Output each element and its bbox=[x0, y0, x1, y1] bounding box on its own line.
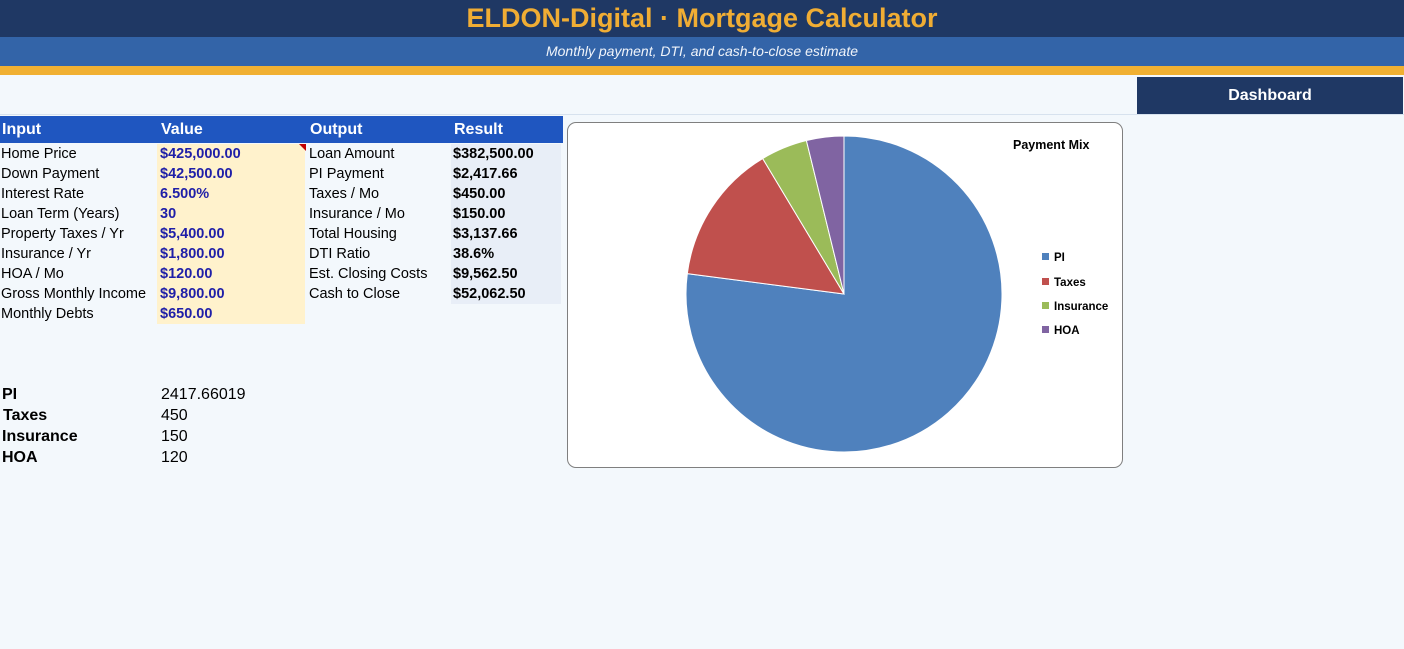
input-monthly-debts[interactable]: $650.00 bbox=[157, 304, 305, 324]
mix-value-pi[interactable]: 2417.66019 bbox=[161, 386, 246, 403]
legend-item-hoa: HOA bbox=[1042, 323, 1080, 339]
mix-label-insurance: Insurance bbox=[2, 428, 78, 445]
output-cash-to-close: $52,062.50 bbox=[451, 284, 561, 304]
legend-swatch-hoa bbox=[1042, 326, 1049, 333]
input-label-property-taxes: Property Taxes / Yr bbox=[1, 226, 124, 242]
value-header: Value bbox=[160, 116, 309, 143]
output-label-total-housing: Total Housing bbox=[309, 226, 397, 242]
gold-divider bbox=[0, 66, 1404, 75]
mix-label-taxes: Taxes bbox=[3, 407, 48, 424]
input-loan-term[interactable]: 30 bbox=[157, 204, 305, 224]
output-loan-amount: $382,500.00 bbox=[451, 144, 561, 164]
mix-label-hoa: HOA bbox=[2, 449, 38, 466]
input-label-down-payment: Down Payment bbox=[1, 166, 100, 182]
output-closing-costs: $9,562.50 bbox=[451, 264, 561, 284]
result-header: Result bbox=[453, 116, 563, 143]
input-insurance[interactable]: $1,800.00 bbox=[157, 244, 305, 264]
output-label-taxes-mo: Taxes / Mo bbox=[309, 186, 380, 202]
mix-value-hoa[interactable]: 120 bbox=[161, 449, 188, 466]
legend-swatch-taxes bbox=[1042, 278, 1049, 285]
legend-item-taxes: Taxes bbox=[1042, 275, 1086, 291]
input-label-monthly-debts: Monthly Debts bbox=[1, 306, 94, 322]
output-pi-payment: $2,417.66 bbox=[451, 164, 561, 184]
legend-swatch-insurance bbox=[1042, 302, 1049, 309]
legend-swatch-pi bbox=[1042, 253, 1049, 260]
legend-label-insurance: Insurance bbox=[1054, 301, 1109, 313]
mix-label-pi: PI bbox=[2, 386, 18, 403]
legend-label-pi: PI bbox=[1054, 252, 1065, 264]
legend-item-insurance: Insurance bbox=[1042, 299, 1108, 315]
output-label-insurance-mo: Insurance / Mo bbox=[309, 206, 405, 222]
input-label-insurance: Insurance / Yr bbox=[1, 246, 92, 262]
input-gross-income[interactable]: $9,800.00 bbox=[157, 284, 305, 304]
output-dti-ratio: 38.6% bbox=[451, 244, 561, 264]
output-label-pi-payment: PI Payment bbox=[309, 166, 384, 182]
output-insurance-mo: $150.00 bbox=[451, 204, 561, 224]
output-total-housing: $3,137.66 bbox=[451, 224, 561, 244]
output-taxes-mo: $450.00 bbox=[451, 184, 561, 204]
output-header: Output bbox=[309, 116, 453, 143]
cell-comment-indicator[interactable] bbox=[299, 144, 306, 151]
input-label-gross-income: Gross Monthly Income bbox=[1, 286, 147, 302]
dashboard-button[interactable]: Dashboard bbox=[1137, 77, 1403, 114]
output-label-cash-to-close: Cash to Close bbox=[309, 286, 401, 302]
input-label-hoa: HOA / Mo bbox=[1, 266, 64, 282]
legend-item-pi: PI bbox=[1042, 250, 1065, 266]
output-label-closing-costs: Est. Closing Costs bbox=[309, 266, 428, 282]
pie-slice-taxes[interactable] bbox=[686, 157, 845, 295]
input-hoa[interactable]: $120.00 bbox=[157, 264, 305, 284]
legend-label-taxes: Taxes bbox=[1054, 277, 1086, 289]
mix-value-taxes[interactable]: 450 bbox=[161, 407, 188, 424]
input-label-interest-rate: Interest Rate bbox=[1, 186, 85, 202]
input-property-taxes[interactable]: $5,400.00 bbox=[157, 224, 305, 244]
app-subtitle: Monthly payment, DTI, and cash-to-close … bbox=[0, 37, 1404, 66]
output-label-loan-amount: Loan Amount bbox=[309, 146, 395, 162]
sheet-gridline bbox=[0, 114, 1404, 115]
chart-title: Payment Mix bbox=[1013, 138, 1090, 152]
output-label-dti-ratio: DTI Ratio bbox=[309, 246, 371, 262]
mix-value-insurance[interactable]: 150 bbox=[161, 428, 188, 445]
input-interest-rate[interactable]: 6.500% bbox=[157, 184, 305, 204]
pie-slice-hoa[interactable] bbox=[805, 135, 845, 295]
input-label-home-price: Home Price bbox=[1, 146, 77, 162]
input-home-price[interactable]: $425,000.00 bbox=[157, 144, 305, 164]
input-header: Input bbox=[0, 116, 160, 143]
input-down-payment[interactable]: $42,500.00 bbox=[157, 164, 305, 184]
legend-label-hoa: HOA bbox=[1054, 325, 1080, 337]
app-title: ELDON-Digital · Mortgage Calculator bbox=[0, 0, 1404, 37]
input-label-loan-term: Loan Term (Years) bbox=[1, 206, 120, 222]
